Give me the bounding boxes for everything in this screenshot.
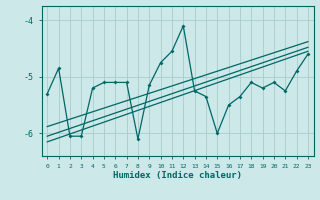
X-axis label: Humidex (Indice chaleur): Humidex (Indice chaleur) [113, 171, 242, 180]
